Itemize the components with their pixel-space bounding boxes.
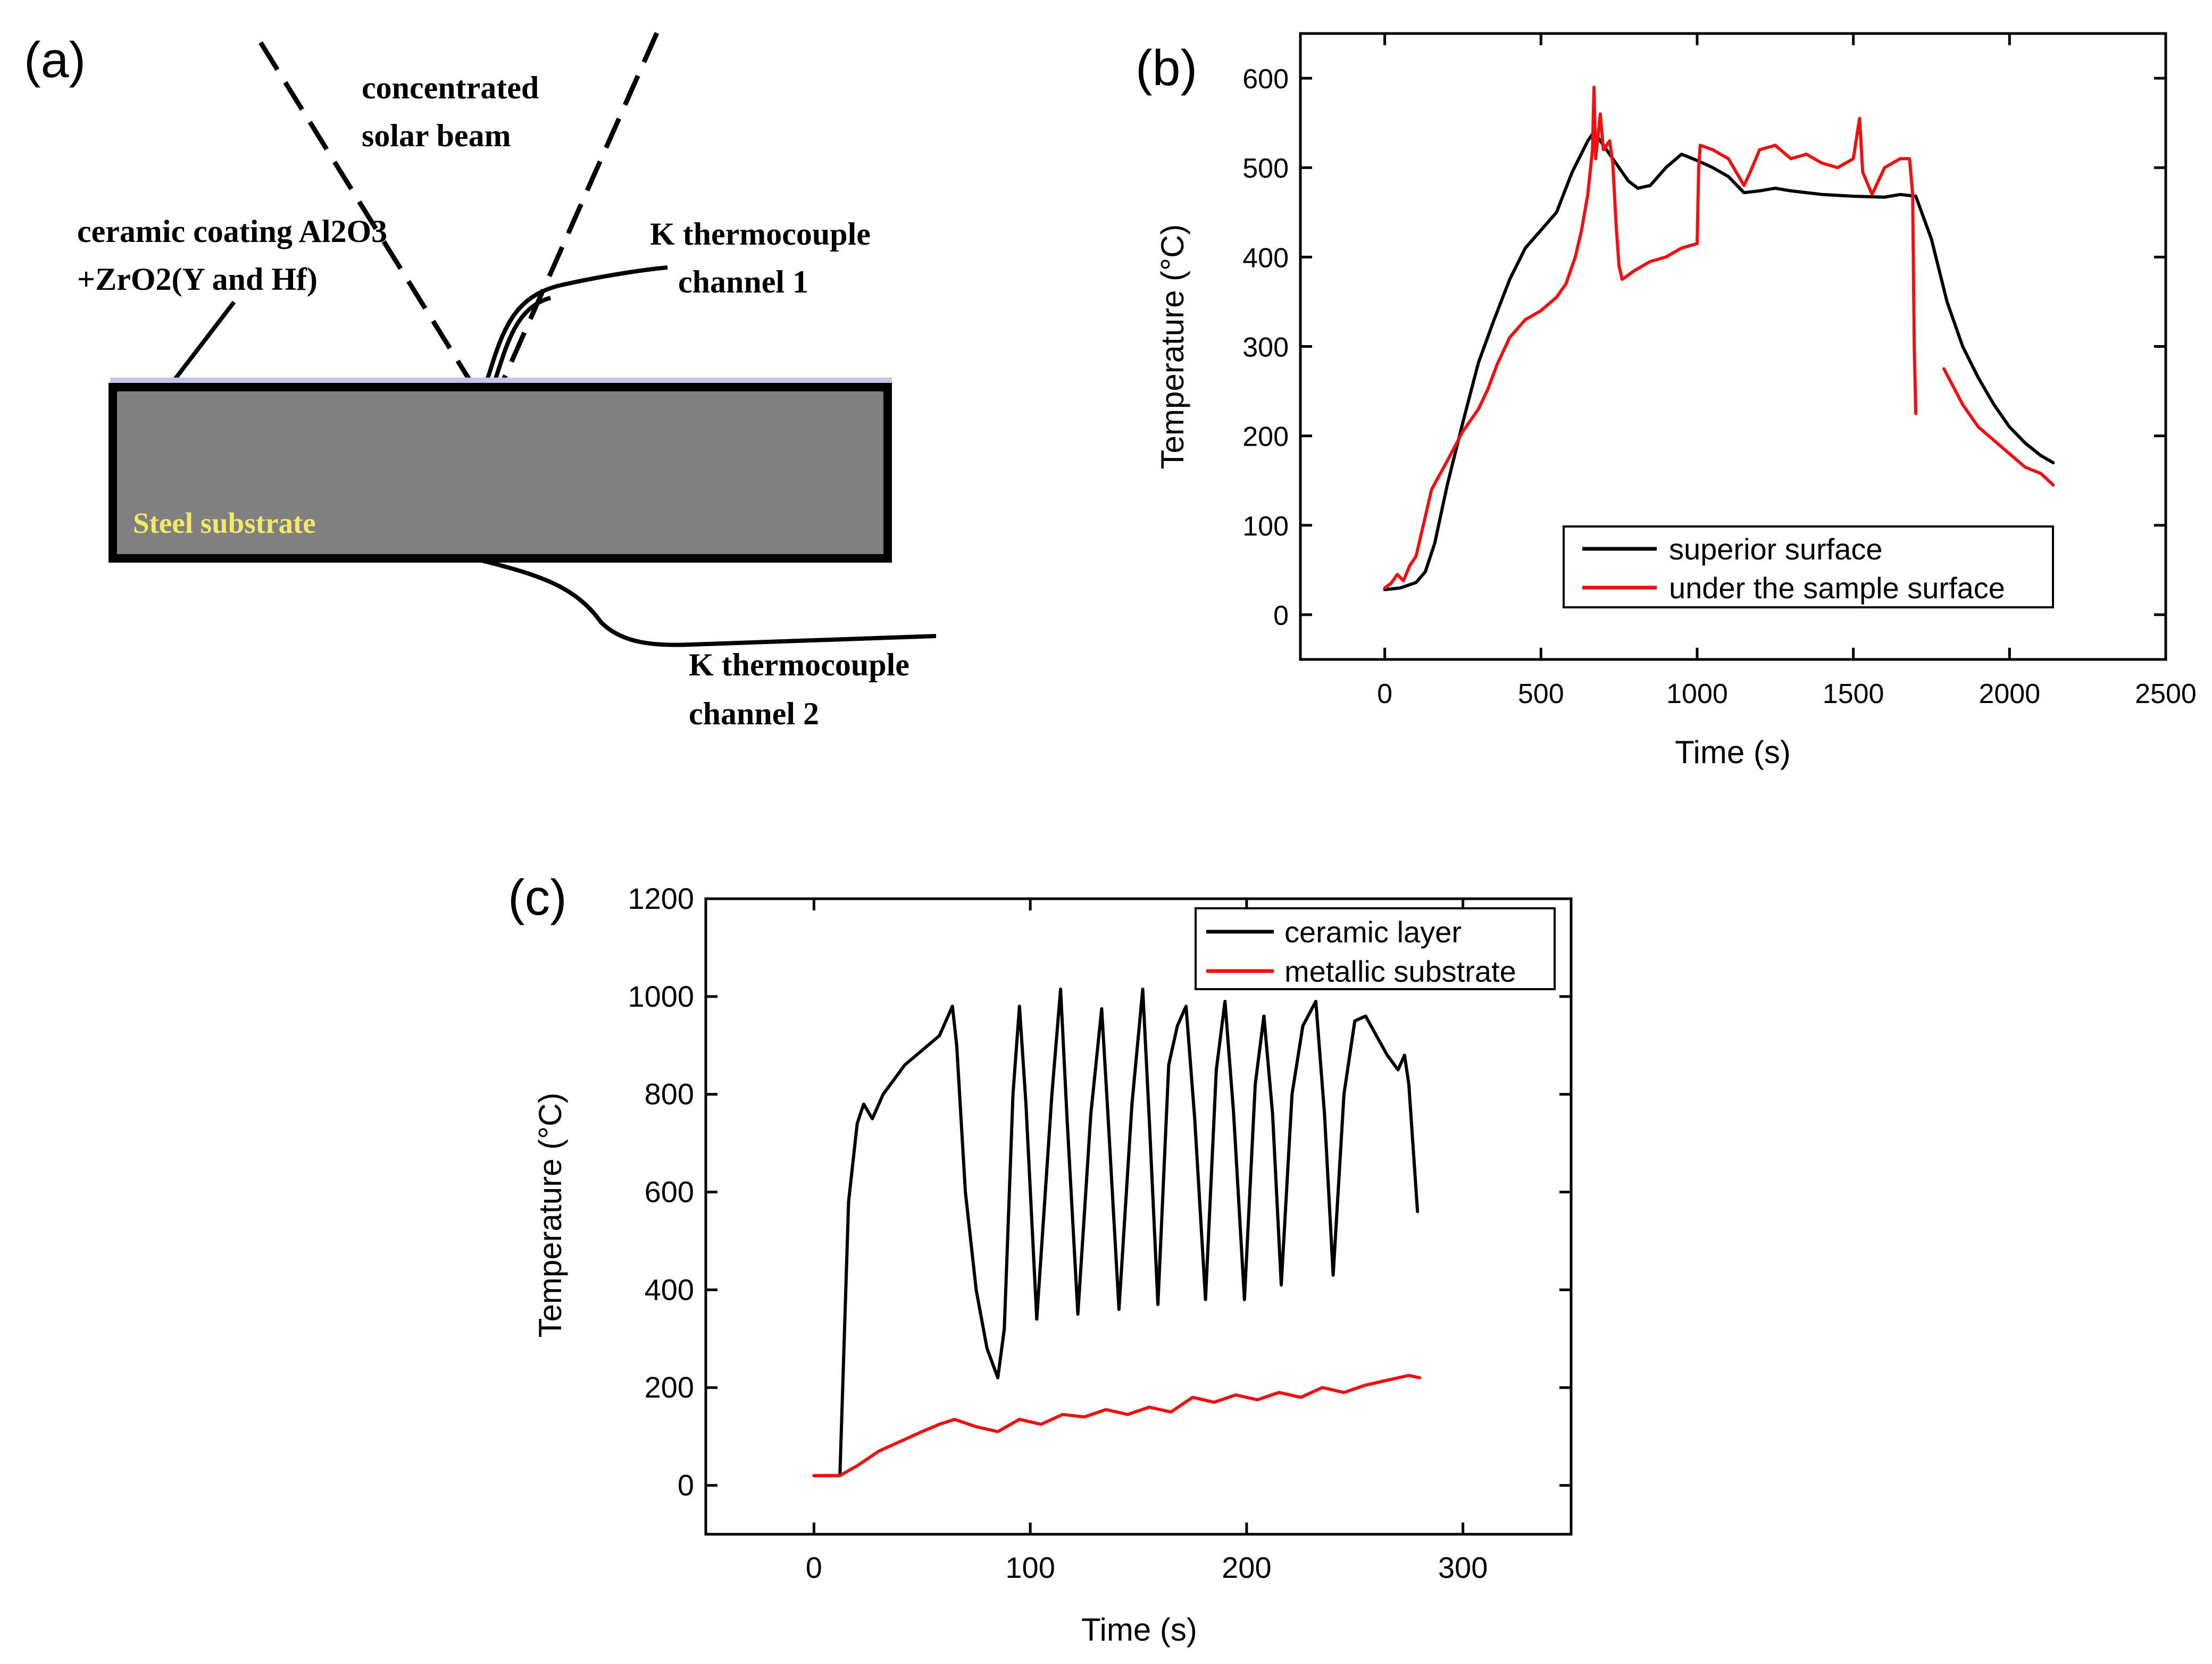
chart-c-plot-frame	[704, 897, 1573, 1536]
tc2-label-line1: K thermocouple	[689, 647, 909, 682]
chart-c: (c) 0 100 200 300 0 200 400 600 800 1000 1200 Tim…	[508, 869, 1573, 1648]
chart-c-y-tick-label: 200	[645, 1370, 694, 1404]
chart-b-series	[1383, 85, 2055, 591]
chart-b-y-tick-label: 600	[1242, 64, 1289, 95]
chart-c-y-axis-label: Temperature (°C)	[532, 1093, 568, 1338]
chart-c-legend: ceramic layer metallic substrate	[1195, 907, 1556, 990]
substrate-label: Steel substrate	[133, 507, 316, 539]
solar-beam-right-dash	[500, 32, 660, 383]
chart-c-y-tick-label: 600	[645, 1175, 694, 1209]
chart-c-x-axis-label: Time (s)	[1081, 1612, 1197, 1648]
coating-leader-line	[169, 300, 236, 386]
chart-b-x-tick-label: 500	[1518, 679, 1564, 709]
chart-c-y-tick-label: 1000	[628, 980, 694, 1013]
chart-b: (b) 0 500 1000 1500 2000 2500 0 100 200 300 400 50…	[1136, 32, 2197, 770]
chart-b-y-tick-label: 400	[1242, 243, 1289, 273]
chart-b-legend-label-superior: superior surface	[1669, 532, 1883, 566]
chart-c-y-tick-label: 0	[678, 1468, 694, 1502]
panel-c-label: (c)	[508, 869, 567, 926]
beam-label-line1: concentrated	[362, 70, 539, 105]
chart-b-y-tick-label: 100	[1242, 511, 1289, 542]
chart-b-legend-label-under: under the sample surface	[1669, 571, 2005, 605]
coating-label-line2: +ZrO2(Y and Hf)	[77, 262, 318, 297]
chart-b-x-ticks: 0 500 1000 1500 2000 2500	[1377, 34, 2197, 709]
tc1-label-line2: channel 1	[678, 264, 808, 299]
beam-label-line2: solar beam	[362, 118, 511, 153]
chart-b-y-tick-label: 300	[1242, 332, 1289, 363]
chart-c-x-ticks: 0 100 200 300	[806, 899, 1488, 1584]
chart-b-y-tick-label: 500	[1242, 153, 1289, 184]
chart-b-series-superior-surface-segment-0	[1383, 130, 2055, 591]
chart-c-legend-label-ceramic: ceramic layer	[1284, 915, 1462, 949]
chart-c-series	[812, 988, 1422, 1477]
chart-b-y-axis-label: Temperature (°C)	[1155, 224, 1190, 470]
chart-c-x-tick-label: 300	[1438, 1551, 1488, 1584]
chart-c-y-tick-label: 800	[645, 1077, 694, 1111]
panel-b-label: (b)	[1136, 40, 1197, 96]
solar-beam-left-dash	[258, 41, 473, 383]
tc1-wire-outer	[485, 265, 668, 383]
chart-b-x-tick-label: 1000	[1666, 679, 1728, 709]
chart-c-x-tick-label: 200	[1222, 1551, 1271, 1584]
chart-b-series-under-the-sample-surface-segment-1	[1942, 367, 2055, 487]
tc1-wire-inner	[493, 296, 552, 383]
chart-c-y-ticks: 0 200 400 600 800 1000 1200	[628, 882, 1571, 1502]
chart-b-series-under-the-sample-surface-segment-0	[1383, 85, 1918, 590]
chart-b-x-tick-label: 2000	[1979, 679, 2040, 709]
chart-b-y-tick-label: 200	[1242, 422, 1289, 453]
chart-b-x-tick-label: 2500	[2135, 679, 2197, 709]
chart-c-legend-box	[1195, 907, 1556, 990]
chart-b-x-tick-label: 0	[1377, 679, 1392, 709]
chart-c-y-tick-label: 1200	[628, 882, 694, 915]
tc2-wire	[473, 556, 937, 647]
chart-b-y-ticks: 0 100 200 300 400 500 600	[1242, 64, 2166, 631]
chart-c-series-metallic-substrate-segment-0	[812, 1374, 1422, 1477]
coating-label-line1: ceramic coating Al2O3	[77, 214, 387, 249]
chart-c-y-tick-label: 400	[645, 1273, 694, 1306]
chart-c-x-tick-label: 0	[806, 1551, 822, 1584]
steel-substrate	[108, 383, 892, 563]
panel-a-schematic: (a) concentrated solar beam ceramic coat…	[24, 32, 937, 731]
tc2-label-line2: channel 2	[689, 696, 819, 731]
chart-b-legend-box	[1563, 525, 2054, 608]
chart-b-y-tick-label: 0	[1273, 600, 1289, 631]
tc1-label-line1: K thermocouple	[650, 216, 871, 252]
chart-c-series-ceramic-layer-segment-0	[812, 988, 1420, 1477]
chart-b-legend: superior surface under the sample surfac…	[1563, 525, 2054, 608]
chart-b-x-tick-label: 1500	[1823, 679, 1884, 709]
chart-c-x-tick-label: 100	[1005, 1551, 1055, 1584]
chart-b-x-axis-label: Time (s)	[1675, 734, 1791, 770]
chart-c-legend-label-metallic: metallic substrate	[1284, 955, 1516, 988]
panel-a-label: (a)	[24, 32, 86, 88]
